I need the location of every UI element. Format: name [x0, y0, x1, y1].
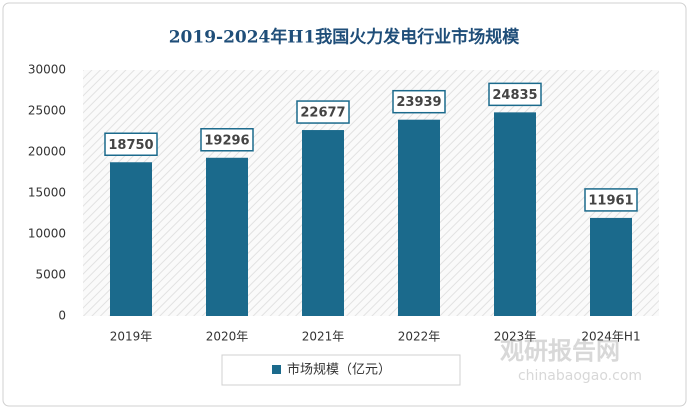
watermark: 观研报告网 [500, 337, 620, 365]
chart-title: 2019-2024年H1我国火力发电行业市场规模 [169, 27, 521, 48]
x-tick-label: 2019年 [110, 330, 153, 344]
bar [206, 157, 248, 316]
value-label-box [584, 188, 638, 212]
x-tick-label: 2022年 [398, 330, 441, 344]
value-label: 11961 [588, 193, 633, 208]
legend: 市场规模（亿元） [221, 354, 461, 386]
legend-box [221, 354, 461, 386]
bar [398, 119, 440, 317]
x-tick-label: 2024年H1 [581, 330, 640, 344]
x-tick-label: 2020年 [206, 330, 249, 344]
value-label: 19296 [204, 133, 249, 148]
value-label-box [296, 100, 350, 124]
x-tick-label: 2021年 [302, 330, 345, 344]
value-label-box [104, 132, 158, 156]
y-tick-label: 5000 [35, 268, 66, 282]
watermark-url: chinabaogao.com [518, 368, 642, 384]
bar [590, 217, 632, 316]
legend-label: 市场规模（亿元） [287, 362, 391, 378]
bar [302, 130, 344, 316]
value-label: 18750 [108, 138, 153, 153]
value-label-box [488, 82, 542, 107]
y-tick-label: 20000 [28, 145, 66, 159]
bar [494, 112, 536, 316]
y-tick-label: 0 [58, 309, 66, 323]
value-label-box [392, 89, 446, 114]
value-label: 23939 [396, 95, 441, 110]
value-label: 22677 [300, 106, 345, 121]
y-tick-label: 15000 [28, 186, 66, 200]
y-tick-label: 25000 [28, 104, 66, 118]
legend-swatch [272, 365, 281, 374]
y-tick-label: 30000 [28, 63, 66, 77]
value-label-box [200, 128, 254, 152]
plot-area [83, 70, 659, 316]
bar [110, 162, 152, 316]
x-tick-label: 2023年 [494, 330, 537, 344]
y-tick-label: 10000 [28, 227, 66, 241]
value-label: 24835 [492, 88, 537, 103]
